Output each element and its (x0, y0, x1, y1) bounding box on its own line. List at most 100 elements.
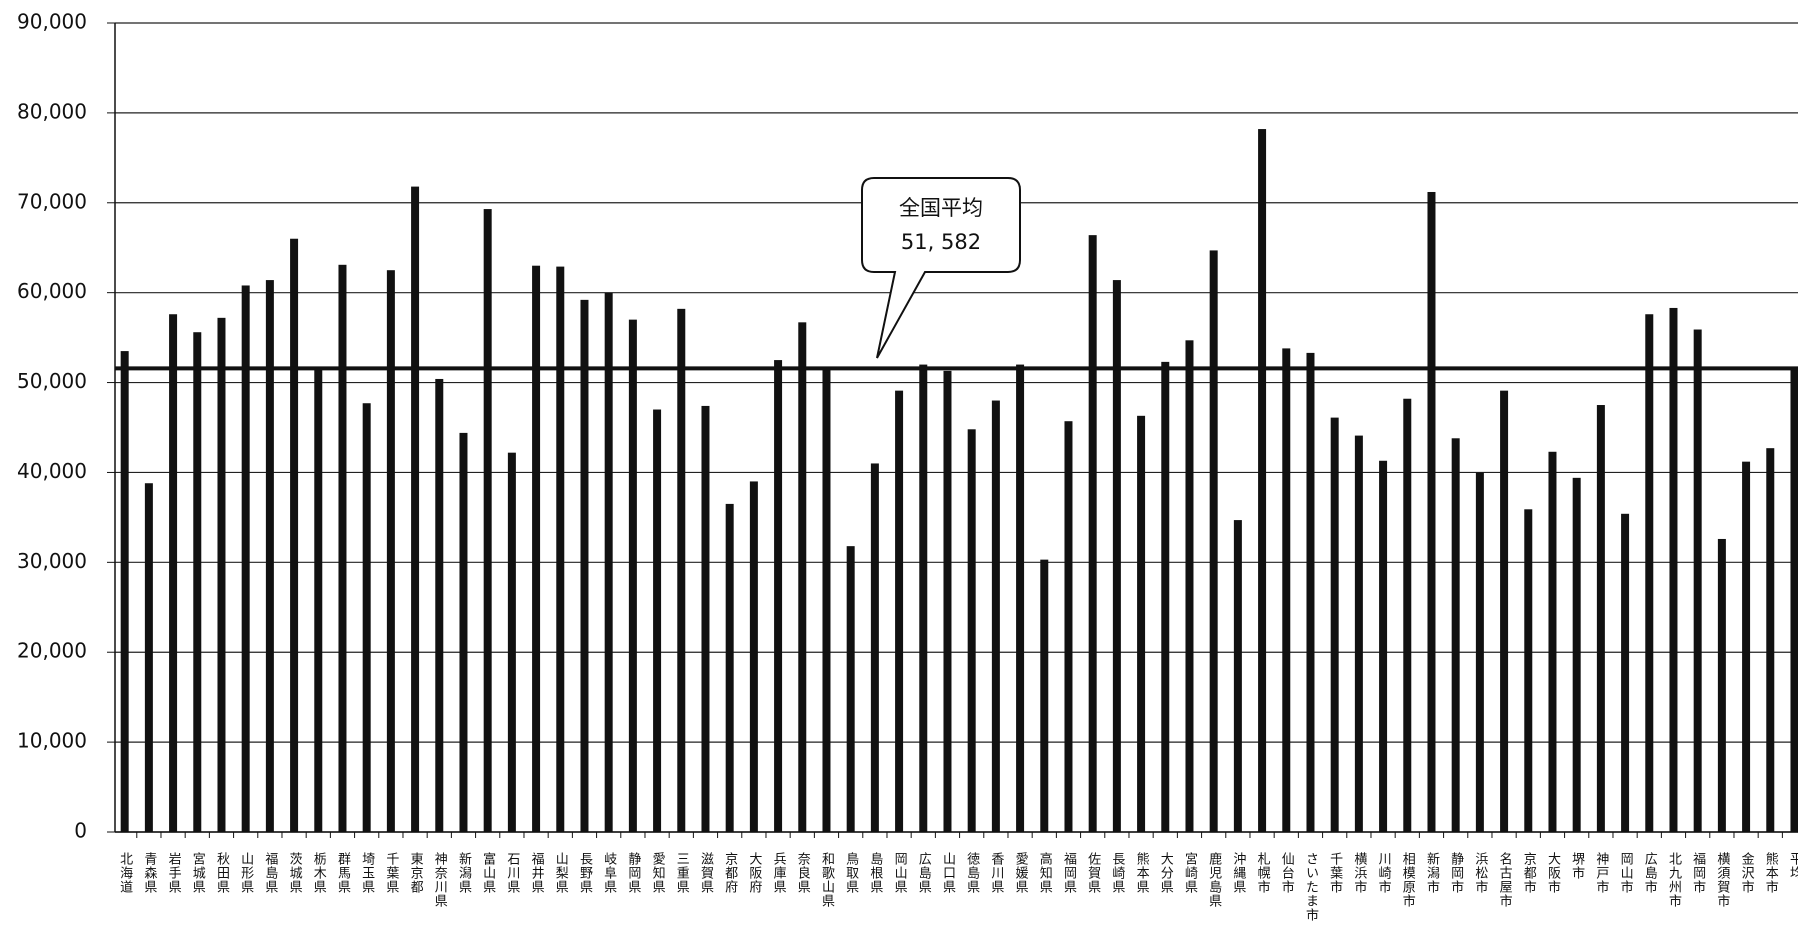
bar (120, 351, 129, 832)
x-tick-label: 福井県 (529, 852, 545, 894)
x-tick-label: 兵庫県 (771, 852, 787, 894)
bar (628, 319, 637, 833)
bar (870, 463, 879, 832)
x-tick-label: 堺市 (1569, 852, 1585, 880)
x-tick-label: 福島県 (262, 852, 278, 894)
x-tick-label: 岐阜県 (601, 852, 617, 894)
bar (435, 378, 444, 832)
bar (1330, 417, 1339, 832)
x-tick-label: 大阪府 (746, 852, 762, 894)
y-tick-label: 20,000 (17, 639, 87, 663)
y-tick-label: 50,000 (17, 369, 87, 393)
x-tick-label: 福岡県 (1061, 852, 1077, 894)
x-tick-label: 山形県 (238, 852, 254, 894)
y-tick-label: 0 (74, 819, 87, 843)
x-tick-label: 山梨県 (553, 852, 569, 894)
bar (749, 481, 758, 832)
bar (507, 452, 516, 832)
x-tick-label: 平均 (1787, 852, 1798, 880)
bar (532, 265, 541, 832)
x-tick-label: 岩手県 (166, 852, 182, 894)
x-tick-label: 宮崎県 (1182, 851, 1198, 894)
bar (1766, 448, 1775, 832)
bar (653, 409, 662, 832)
x-tick-label: 千葉市 (1327, 852, 1343, 894)
x-tick-label: 徳島県 (964, 852, 980, 894)
bar (1403, 398, 1412, 832)
bar (1379, 460, 1388, 832)
x-tick-label: 三重県 (674, 852, 690, 894)
bar (1233, 520, 1242, 832)
bar (193, 332, 202, 832)
x-tick-label: 佐賀県 (1085, 852, 1101, 894)
bar (1064, 421, 1073, 832)
bar (241, 285, 250, 832)
x-tick-label: 東京都 (408, 851, 424, 894)
bar (1669, 307, 1678, 833)
y-tick-label: 60,000 (17, 279, 87, 303)
x-tick-label: 新潟県 (456, 851, 472, 894)
x-tick-label: 鳥取県 (843, 852, 859, 894)
x-tick-label: 新潟市 (1424, 851, 1440, 894)
x-tick-label: 栃木県 (311, 852, 327, 894)
bar (169, 314, 178, 832)
bar (1161, 361, 1170, 832)
bar (580, 299, 589, 832)
x-tick-label: 静岡県 (625, 852, 641, 894)
bar (604, 292, 613, 833)
x-tick-label: 熊本県 (1134, 851, 1150, 894)
y-tick-label: 70,000 (17, 189, 87, 213)
bar (798, 322, 807, 832)
bar (1016, 364, 1025, 832)
bar (217, 317, 226, 832)
bar (362, 403, 371, 832)
x-tick-label: 長野県 (577, 852, 593, 894)
x-tick-label: さいたま市 (1303, 852, 1319, 922)
bar (1209, 250, 1218, 832)
bar (1088, 235, 1097, 833)
bar (411, 186, 420, 832)
x-tick-label: 沖縄県 (1230, 852, 1246, 894)
bar (1258, 129, 1267, 832)
bar (1572, 477, 1581, 832)
x-tick-label: 秋田県 (214, 852, 230, 894)
x-tick-label: 宮城県 (190, 851, 206, 894)
x-tick-label: 神奈川県 (432, 852, 448, 908)
bar (1717, 538, 1726, 832)
callout-label: 全国平均 (899, 196, 983, 220)
x-tick-label: 香川県 (988, 852, 1004, 894)
x-tick-label: 熊本市 (1763, 851, 1779, 894)
x-tick-label: 埼玉県 (359, 852, 375, 894)
bar (556, 266, 565, 832)
bar (1693, 329, 1702, 832)
y-tick-label: 10,000 (17, 729, 87, 753)
x-tick-label: 京都府 (722, 852, 738, 894)
x-tick-label: 大分県 (1158, 852, 1174, 894)
bar (1645, 314, 1654, 832)
y-tick-label: 30,000 (17, 549, 87, 573)
bar (919, 364, 928, 832)
x-tick-label: 愛知県 (650, 852, 666, 894)
x-tick-label: 神戸市 (1593, 852, 1609, 894)
x-tick-label: 岡山市 (1618, 852, 1634, 894)
x-tick-label: 浜松市 (1472, 852, 1488, 894)
x-tick-label: 静岡市 (1448, 852, 1464, 894)
bar (846, 546, 855, 832)
y-tick-label: 40,000 (17, 459, 87, 483)
bar (290, 238, 299, 832)
bar (1040, 559, 1049, 832)
bar (1742, 461, 1751, 832)
bar (1475, 472, 1484, 832)
bar (991, 400, 1000, 832)
bar (483, 209, 492, 832)
bar (943, 370, 952, 832)
bar (1137, 415, 1146, 832)
x-tick-label: 仙台市 (1279, 852, 1295, 894)
bar (1427, 191, 1436, 833)
bar (265, 280, 274, 832)
x-tick-label: 長崎県 (1109, 852, 1125, 894)
y-tick-label: 80,000 (17, 99, 87, 123)
bar (774, 360, 783, 832)
bar (1790, 368, 1798, 832)
callout (861, 177, 1021, 359)
